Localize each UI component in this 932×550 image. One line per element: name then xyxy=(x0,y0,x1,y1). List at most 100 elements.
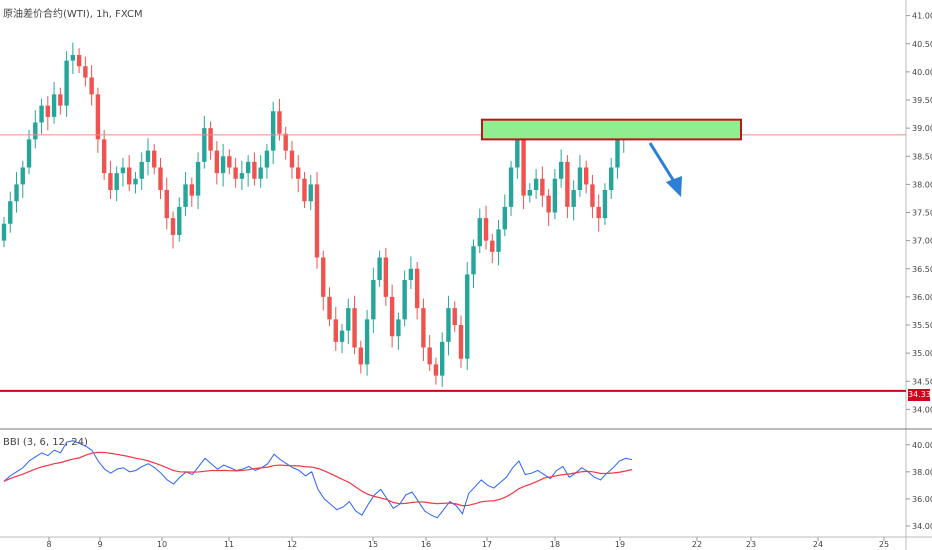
candle-body xyxy=(26,139,32,168)
candle-body xyxy=(383,257,389,297)
candle-body xyxy=(358,347,364,365)
candle-body xyxy=(83,66,88,78)
candle-body xyxy=(1,223,7,241)
candle-body xyxy=(70,55,76,61)
candle-body xyxy=(120,167,126,174)
candle-body xyxy=(339,330,345,342)
candle-body xyxy=(164,190,169,219)
x-tick-label: 17 xyxy=(482,540,492,549)
candle-body xyxy=(590,184,595,207)
candle-body xyxy=(396,319,401,337)
candle-body xyxy=(433,364,439,376)
candle-body xyxy=(183,184,188,207)
x-tick-label: 24 xyxy=(813,540,823,549)
candle-body xyxy=(264,150,270,168)
candle-body xyxy=(371,280,376,320)
candle-body xyxy=(389,296,395,337)
candle-body xyxy=(214,150,220,174)
candle-body xyxy=(252,161,257,179)
candle-body xyxy=(139,161,144,179)
candle-body xyxy=(402,280,407,320)
candle-body xyxy=(145,150,151,162)
y-tick-label: 39.00 xyxy=(912,124,932,133)
candle-body xyxy=(89,77,94,95)
candle-body xyxy=(108,173,113,190)
candle-body xyxy=(227,156,232,168)
candle-body xyxy=(308,184,313,202)
x-tick-label: 16 xyxy=(421,540,431,549)
candle-body xyxy=(95,94,101,140)
candle-body xyxy=(76,55,82,67)
candle-body xyxy=(540,178,545,196)
candle-body xyxy=(20,167,25,185)
indicator-y-tick-label: 38.00 xyxy=(912,468,932,477)
candle-body xyxy=(14,184,19,202)
x-tick-label: 18 xyxy=(550,540,560,549)
candle-body xyxy=(133,178,138,185)
candle-body xyxy=(477,218,482,247)
candle-body xyxy=(458,325,464,359)
candle-body xyxy=(577,167,583,190)
candle-body xyxy=(465,274,470,359)
candle-body xyxy=(314,184,320,258)
y-tick-label: 35.50 xyxy=(912,321,932,330)
candle-body xyxy=(571,190,576,207)
y-tick-label: 39.50 xyxy=(912,96,932,105)
candle-body xyxy=(452,308,457,325)
x-tick-label: 10 xyxy=(157,540,167,549)
x-tick-label: 12 xyxy=(287,540,297,549)
y-tick-label: 34.50 xyxy=(912,377,932,386)
candle-body xyxy=(39,105,44,123)
indicator-title: BBI (3, 6, 12, 24) xyxy=(3,437,88,448)
candle-body xyxy=(440,341,445,376)
bbi-fast-line xyxy=(3,440,633,519)
candle-body xyxy=(51,94,57,117)
indicator-y-tick-label: 36.00 xyxy=(912,495,932,504)
candle-body xyxy=(114,173,119,190)
candle-body xyxy=(521,139,526,196)
candle-body xyxy=(158,167,163,190)
candle-body xyxy=(289,150,295,168)
candle-body xyxy=(177,206,182,235)
candle-body xyxy=(565,161,570,207)
y-tick-label: 38.00 xyxy=(912,180,932,189)
candle-body xyxy=(33,122,38,140)
candle-body xyxy=(239,173,245,179)
candle-body xyxy=(508,167,514,207)
indicator-y-tick-label: 34.00 xyxy=(912,522,932,531)
candle-body xyxy=(296,167,301,179)
candle-body xyxy=(327,296,332,320)
candle-body xyxy=(496,229,501,252)
y-tick-label: 41.00 xyxy=(912,12,932,21)
candle-body xyxy=(552,178,558,213)
resistance-zone xyxy=(481,118,742,141)
x-tick-label: 8 xyxy=(46,540,51,549)
y-tick-label: 38.50 xyxy=(912,152,932,161)
candle-body xyxy=(414,268,420,309)
chart-title: 原油差价合约(WTI), 1h, FXCM xyxy=(3,9,143,20)
y-tick-label: 36.00 xyxy=(912,293,932,302)
candle-body xyxy=(64,60,69,106)
candle-body xyxy=(277,111,282,134)
y-tick-label: 36.50 xyxy=(912,265,932,274)
candle-body xyxy=(602,190,608,219)
x-tick-label: 25 xyxy=(879,540,889,549)
y-tick-label: 37.00 xyxy=(912,237,932,246)
bbi-slow-line xyxy=(3,451,633,507)
candle-body xyxy=(202,128,207,162)
arrow-shaft xyxy=(648,142,677,184)
candle-body xyxy=(533,178,539,190)
y-tick-label: 35.00 xyxy=(912,349,932,358)
candle-body xyxy=(302,178,307,202)
candle-body xyxy=(471,246,476,275)
x-tick-label: 23 xyxy=(746,540,756,549)
candle-body xyxy=(421,308,426,348)
indicator-y-tick-label: 40.00 xyxy=(912,441,932,450)
candle-body xyxy=(515,139,520,168)
candle-body xyxy=(283,133,288,151)
x-tick-label: 15 xyxy=(368,540,378,549)
candle-body xyxy=(321,257,326,297)
candle-body xyxy=(45,105,51,117)
candle-body xyxy=(408,268,414,280)
